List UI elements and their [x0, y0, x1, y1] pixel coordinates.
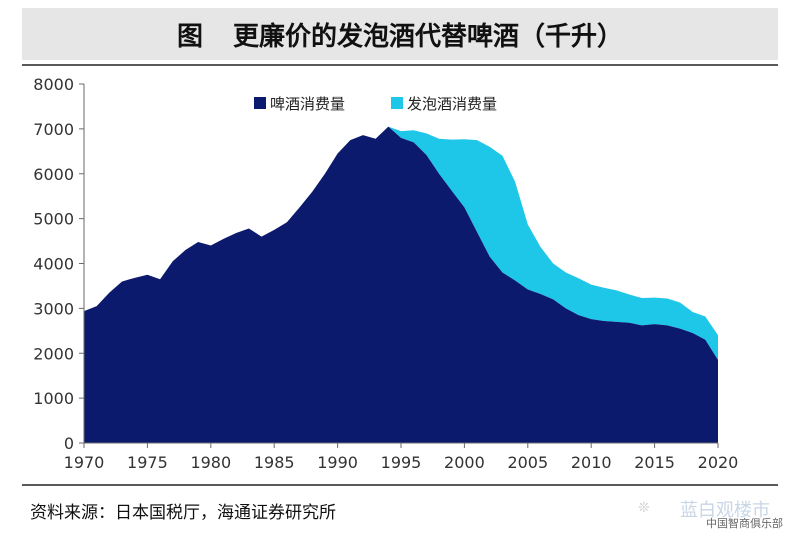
x-tick-label: 1985: [254, 453, 295, 472]
y-tick-label: 7000: [33, 120, 74, 139]
legend-swatch-happoshu: [391, 97, 403, 109]
x-tick-label: 2015: [634, 453, 675, 472]
y-tick-label: 4000: [33, 255, 74, 274]
figure-label: 图: [176, 21, 203, 52]
x-tick-label: 1990: [317, 453, 358, 472]
x-tick-label: 1995: [381, 453, 422, 472]
x-tick-label: 2005: [507, 453, 548, 472]
y-tick-label: 0: [64, 434, 74, 453]
y-tick-label: 8000: [33, 75, 74, 94]
x-tick-label: 1980: [190, 453, 231, 472]
y-tick-label: 2000: [33, 344, 74, 363]
legend-label-happoshu: 发泡酒消费量: [407, 95, 497, 113]
bottom-divider: [22, 484, 778, 486]
legend-label-beer: 啤酒消费量: [270, 95, 345, 113]
wechat-icon: ❊: [638, 500, 650, 516]
y-tick-label: 5000: [33, 210, 74, 229]
x-tick-label: 2020: [698, 453, 739, 472]
y-tick-label: 3000: [33, 299, 74, 318]
x-tick-label: 1970: [64, 453, 105, 472]
y-tick-label: 6000: [33, 165, 74, 184]
y-tick-label: 1000: [33, 389, 74, 408]
chart-title: 更廉价的发泡酒代替啤酒（千升）: [233, 21, 624, 52]
watermark-subtext: 中国智商俱乐部: [706, 517, 783, 530]
watermark-text: 蓝白观楼市: [680, 500, 770, 521]
series-area-beer: [84, 126, 718, 443]
x-tick-label: 2000: [444, 453, 485, 472]
x-tick-label: 1975: [127, 453, 168, 472]
chart-title-bar: 图 更廉价的发泡酒代替啤酒（千升）: [22, 8, 778, 60]
top-divider: [22, 64, 778, 66]
x-tick-label: 2010: [571, 453, 612, 472]
series-area-happoshu: [84, 126, 718, 360]
legend-swatch-beer: [254, 97, 266, 109]
source-note: 资料来源：日本国税厅，海通证券研究所: [30, 503, 336, 523]
